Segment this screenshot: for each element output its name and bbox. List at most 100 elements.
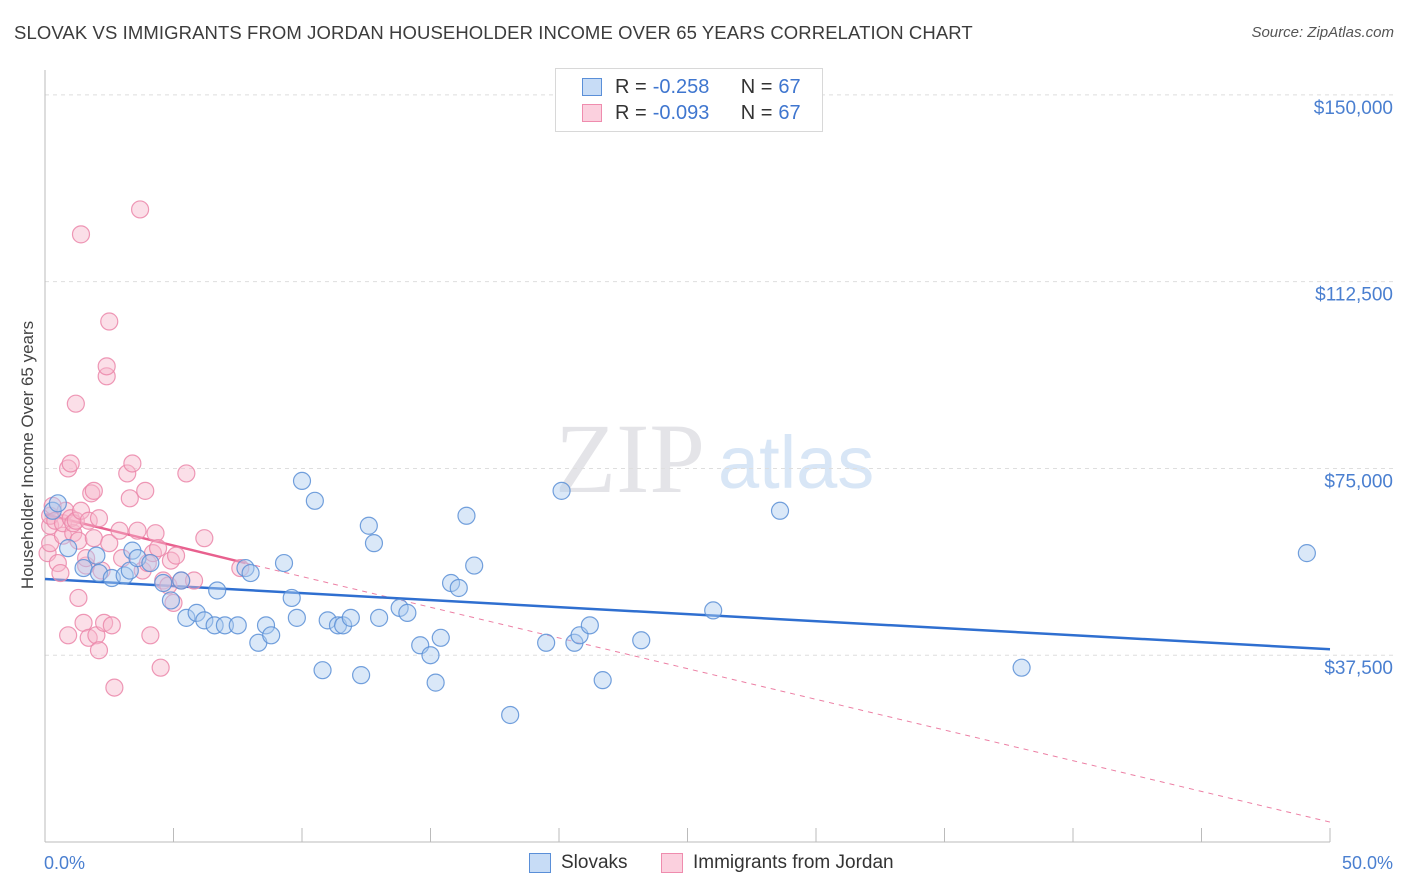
point-slovaks xyxy=(352,666,371,685)
legend-label-slovaks: Slovaks xyxy=(561,852,628,873)
jordan-swatch-icon xyxy=(582,104,602,122)
point-jordan xyxy=(59,459,78,478)
point-jordan xyxy=(231,558,250,578)
y-tick-label: $75,000 xyxy=(1324,471,1393,492)
chart-title: SLOVAK VS IMMIGRANTS FROM JORDAN HOUSEHO… xyxy=(14,22,973,43)
point-slovaks xyxy=(177,608,196,627)
point-slovaks xyxy=(241,563,260,583)
point-jordan xyxy=(128,521,147,540)
point-jordan xyxy=(59,626,78,645)
stats-row-slovaks: R = -0.258 N = 67 xyxy=(556,74,801,100)
point-slovaks xyxy=(205,616,224,635)
point-slovaks xyxy=(215,616,234,635)
point-slovaks xyxy=(287,608,306,627)
point-slovaks xyxy=(87,546,106,565)
point-jordan xyxy=(136,481,155,500)
point-jordan xyxy=(118,464,137,483)
point-jordan xyxy=(120,489,139,508)
r-value: -0.093 xyxy=(652,101,710,124)
point-jordan xyxy=(71,225,91,244)
point-slovaks xyxy=(364,534,384,553)
n-label: N = xyxy=(740,75,773,98)
slovaks-swatch-icon xyxy=(582,78,602,96)
tick-labels: $37,500 $75,000 $112,500 $150,000 0.0% 50.0% xyxy=(44,98,1393,873)
point-slovaks xyxy=(262,626,281,645)
point-jordan xyxy=(100,534,119,553)
watermark-zip: ZIP xyxy=(555,403,705,514)
point-slovaks xyxy=(74,558,93,578)
y-tick-label: $112,500 xyxy=(1315,285,1393,306)
legend-item-jordan[interactable]: Immigrants from Jordan xyxy=(661,852,894,874)
point-jordan xyxy=(71,501,91,520)
point-jordan xyxy=(97,357,116,376)
stats-row-jordan: R = -0.093 N = 67 xyxy=(556,100,801,126)
point-jordan xyxy=(84,481,103,500)
point-jordan xyxy=(110,521,129,540)
legend-label-jordan: Immigrants from Jordan xyxy=(693,852,894,873)
source-label: Source: ZipAtlas.com xyxy=(1251,24,1394,41)
point-slovaks xyxy=(208,581,227,600)
y-tick-label: $150,000 xyxy=(1314,98,1393,119)
point-slovaks xyxy=(580,616,599,635)
point-slovaks xyxy=(305,491,324,510)
point-slovaks xyxy=(632,631,651,650)
point-jordan xyxy=(148,539,168,558)
point-jordan xyxy=(184,571,204,590)
point-slovaks xyxy=(334,616,353,635)
point-slovaks xyxy=(141,553,160,573)
point-jordan xyxy=(123,454,142,473)
point-slovaks xyxy=(292,471,312,491)
point-slovaks xyxy=(431,628,450,647)
r-label: R = xyxy=(615,101,647,124)
y-tick-label: $37,500 xyxy=(1324,658,1393,679)
point-slovaks xyxy=(341,608,360,627)
point-slovaks xyxy=(59,539,78,558)
stats-legend-box: R = -0.258 N = 67 R = -0.093 N = 67 xyxy=(555,68,823,132)
point-slovaks xyxy=(398,603,417,622)
data-points xyxy=(38,200,1316,725)
point-slovaks xyxy=(236,558,255,578)
point-slovaks xyxy=(593,671,612,690)
trendline-jordan-extension xyxy=(245,562,1331,823)
r-label: R = xyxy=(615,75,647,98)
point-slovaks xyxy=(465,556,484,575)
r-value: -0.258 xyxy=(652,75,710,98)
axes xyxy=(44,70,1331,843)
point-slovaks xyxy=(256,616,276,635)
point-slovaks xyxy=(421,646,440,665)
point-slovaks xyxy=(552,481,571,500)
point-slovaks xyxy=(501,705,520,725)
point-jordan xyxy=(61,454,80,473)
legend-item-slovaks[interactable]: Slovaks xyxy=(529,852,628,874)
point-jordan xyxy=(105,678,124,697)
point-jordan xyxy=(84,529,103,548)
point-jordan xyxy=(146,524,165,543)
n-label: N = xyxy=(740,101,773,124)
point-jordan xyxy=(177,464,196,483)
point-slovaks xyxy=(161,591,181,610)
point-jordan xyxy=(100,312,119,331)
n-value: 67 xyxy=(778,75,801,98)
jordan-legend-swatch-icon xyxy=(661,853,683,873)
point-slovaks xyxy=(1012,658,1031,677)
point-slovaks xyxy=(282,588,301,608)
point-jordan xyxy=(69,531,88,550)
point-slovaks xyxy=(313,661,332,680)
point-slovaks xyxy=(274,553,294,573)
slovaks-legend-swatch-icon xyxy=(529,853,551,873)
point-slovaks xyxy=(704,601,723,620)
point-slovaks xyxy=(370,608,389,627)
point-slovaks xyxy=(154,573,173,593)
point-jordan xyxy=(141,626,160,645)
point-jordan xyxy=(66,394,85,413)
point-slovaks xyxy=(770,501,790,520)
point-slovaks xyxy=(172,571,191,590)
point-jordan xyxy=(89,509,109,528)
point-jordan xyxy=(66,511,85,530)
point-jordan xyxy=(97,367,116,386)
point-jordan xyxy=(130,200,150,219)
point-jordan xyxy=(102,616,121,635)
point-jordan xyxy=(151,658,170,677)
trendline-slovaks xyxy=(44,577,1331,651)
